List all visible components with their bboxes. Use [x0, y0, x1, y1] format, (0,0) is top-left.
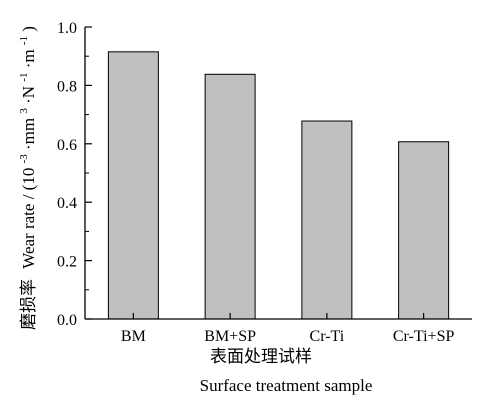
y-axis-title-chinese: 磨损率	[19, 279, 38, 330]
y-tick-label: 0.4	[57, 195, 77, 212]
bar-cr-ti	[301, 120, 353, 320]
y-axis-title-sup-1: -3	[18, 154, 30, 164]
y-axis-title-sup-2: 3	[18, 108, 30, 114]
plot-area: 0.0 0.2 0.4 0.6 0.8 1.0 BM BM+SP Cr-Ti Cr-Ti+SP	[57, 20, 472, 345]
x-tick-label: BM	[121, 328, 146, 345]
y-tick-label: 0.8	[57, 78, 77, 95]
x-axis-title-english: Surface treatment sample	[200, 376, 373, 395]
y-tick-label: 0.2	[57, 254, 77, 271]
y-axis-title-unit-1: ·mm	[19, 118, 38, 150]
y-axis-title-sup-4: -1	[18, 36, 30, 45]
y-tick-label: 0.0	[57, 312, 77, 329]
y-axis-title-unit-2: ·N	[19, 86, 38, 104]
bar-bm	[107, 51, 159, 320]
bar-cr-ti-sp	[398, 141, 450, 320]
y-tick-label: 0.6	[57, 137, 77, 154]
y-axis-title-end: )	[19, 26, 38, 32]
y-axis-title: 磨损率 Wear rate / (10 -3 ·mm 3 ·N -1 ·m -1…	[12, 26, 38, 330]
y-axis-title-unit-3: ·m	[19, 49, 38, 68]
y-axis-title-sup-3: -1	[18, 73, 30, 82]
y-tick-label: 1.0	[57, 20, 77, 37]
bar-bm-sp	[204, 73, 256, 320]
x-axis-title: 表面处理试样	[210, 347, 312, 366]
y-axis-title-text: Wear rate / (10	[19, 168, 38, 269]
x-tick-label: Cr-Ti	[310, 328, 345, 345]
x-tick-label: BM+SP	[204, 328, 256, 345]
x-tick-label: Cr-Ti+SP	[393, 328, 455, 345]
